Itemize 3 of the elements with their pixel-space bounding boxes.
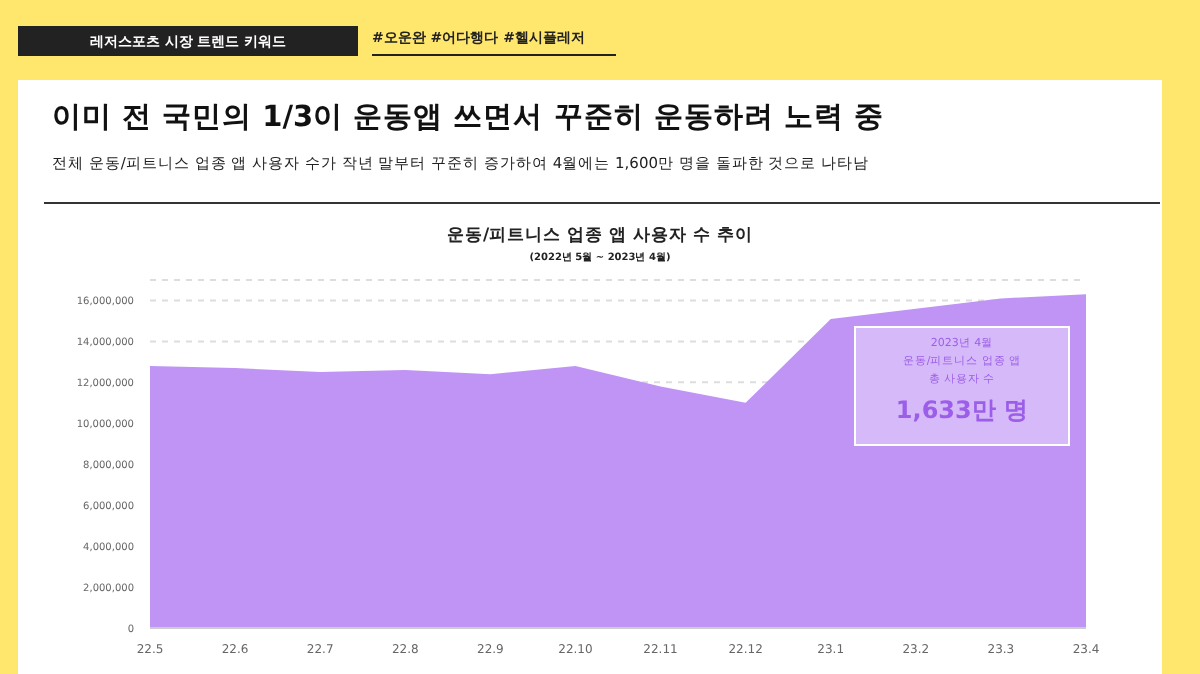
annotation: 1,633만 명	[893, 396, 1031, 424]
chart-title: 이미 전 국민의 1/3이 운동앱 쓰면서 꾸준히 운동하려 노력 중	[52, 100, 884, 136]
text: 운동/피트니스 업종 앱 사용자 수 추이	[445, 224, 755, 248]
